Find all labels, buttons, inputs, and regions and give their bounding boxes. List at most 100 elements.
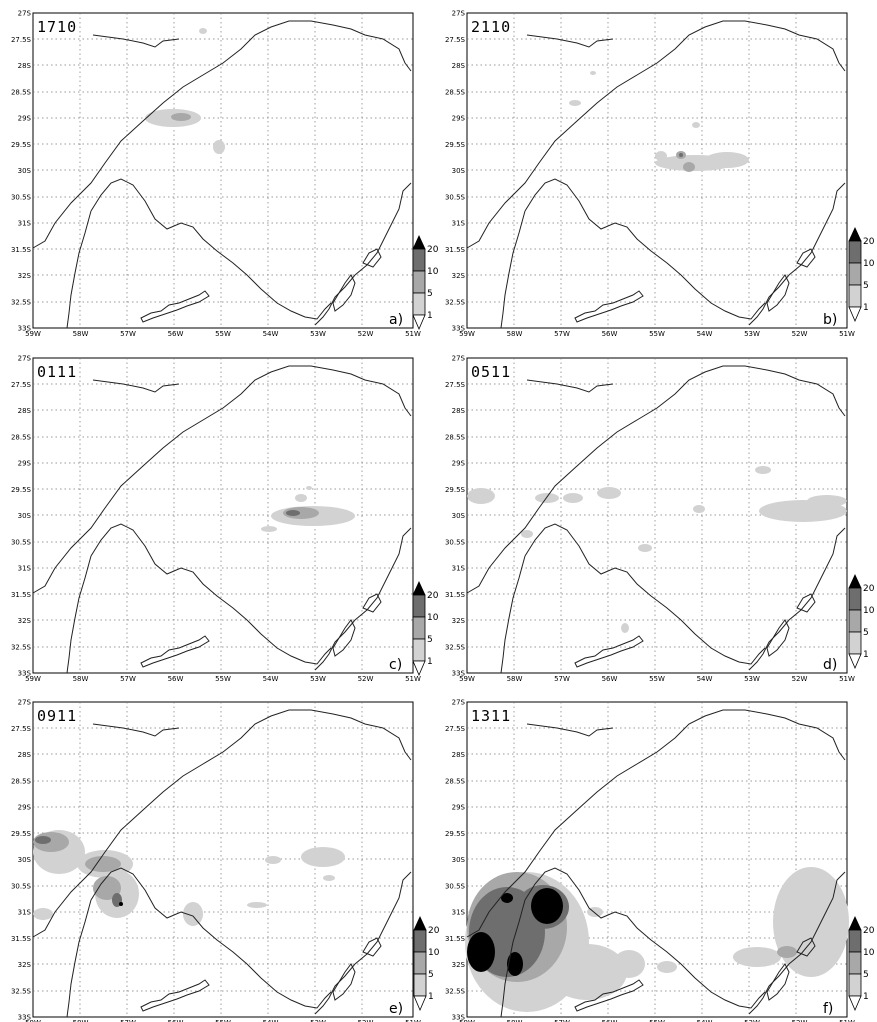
x-tick-label: 52W bbox=[792, 675, 808, 683]
precip-field bbox=[261, 486, 355, 532]
x-tick-label: 57W bbox=[120, 1019, 136, 1022]
legend: 20 10 5 1 bbox=[413, 916, 440, 1011]
legend-label-1: 1 bbox=[863, 992, 869, 1002]
panel-letter: f) bbox=[823, 1001, 833, 1017]
x-tick-label: 59W bbox=[459, 1019, 475, 1022]
x-tick-label: 56W bbox=[602, 675, 618, 683]
y-tick-label: 33S bbox=[18, 670, 32, 678]
legend: 20 10 5 1 bbox=[848, 574, 875, 669]
y-tick-label: 28S bbox=[18, 751, 32, 759]
legend-label-5: 5 bbox=[863, 970, 869, 980]
legend: 20 10 5 1 bbox=[848, 227, 875, 322]
y-tick-label: 32S bbox=[452, 617, 466, 625]
panel-e: 0911 e) 20 10 5 1 bbox=[32, 701, 440, 1018]
x-tick-label: 56W bbox=[602, 1019, 618, 1022]
x-tick-label: 53W bbox=[744, 675, 760, 683]
y-tick-label: 28.5S bbox=[445, 433, 466, 441]
x-tick-label: 52W bbox=[358, 330, 374, 338]
y-tick-label: 30.5S bbox=[11, 538, 32, 546]
y-tick-label: 29S bbox=[18, 804, 32, 812]
y-tick-label: 32.5S bbox=[11, 987, 32, 995]
y-tick-label: 32S bbox=[18, 961, 32, 969]
y-tick-label: 31.5S bbox=[445, 935, 466, 943]
y-tick-label: 28S bbox=[452, 407, 466, 415]
legend: 20 10 5 1 bbox=[412, 235, 439, 330]
y-tick-label: 27.5S bbox=[445, 381, 466, 389]
y-tick-label: 32.5S bbox=[445, 298, 466, 306]
y-tick-label: 27S bbox=[18, 355, 32, 363]
x-tick-label: 55W bbox=[215, 1019, 231, 1022]
panel-date: 0111 bbox=[37, 363, 77, 381]
y-tick-label: 30S bbox=[452, 167, 466, 175]
x-tick-label: 51W bbox=[405, 675, 421, 683]
legend-label-20: 20 bbox=[427, 591, 439, 601]
x-tick-label: 53W bbox=[310, 675, 326, 683]
y-tick-label: 28.5S bbox=[11, 433, 32, 441]
x-tick-label: 54W bbox=[697, 675, 713, 683]
legend-label-1: 1 bbox=[427, 311, 433, 321]
y-tick-label: 31.5S bbox=[11, 935, 32, 943]
legend-label-1: 1 bbox=[863, 303, 869, 313]
y-tick-label: 32.5S bbox=[445, 643, 466, 651]
y-tick-label: 29S bbox=[18, 460, 32, 468]
map-frame bbox=[466, 701, 848, 1018]
y-tick-label: 30S bbox=[18, 167, 32, 175]
y-tick-label: 31.5S bbox=[11, 246, 32, 254]
y-tick-label: 31S bbox=[18, 909, 32, 917]
y-tick-label: 29.5S bbox=[445, 486, 466, 494]
x-tick-label: 51W bbox=[839, 675, 855, 683]
x-tick-label: 52W bbox=[792, 1019, 808, 1022]
panel-a: 1710 a) 20 10 5 1 bbox=[32, 12, 439, 330]
y-tick-label: 27S bbox=[452, 355, 466, 363]
x-tick-label: 53W bbox=[310, 1019, 326, 1022]
panel-c: 0111 c) 20 10 5 1 bbox=[32, 357, 439, 676]
x-tick-label: 58W bbox=[507, 675, 523, 683]
y-tick-label: 30S bbox=[452, 512, 466, 520]
legend-label-10: 10 bbox=[427, 267, 439, 277]
map-frame bbox=[32, 12, 414, 329]
map-frame bbox=[466, 12, 848, 329]
y-tick-label: 29S bbox=[452, 804, 466, 812]
precip-field bbox=[467, 466, 847, 633]
x-tick-label: 59W bbox=[25, 675, 41, 683]
x-tick-label: 53W bbox=[744, 1019, 760, 1022]
legend-label-1: 1 bbox=[863, 650, 869, 660]
y-tick-label: 27.5S bbox=[11, 725, 32, 733]
legend-label-20: 20 bbox=[863, 926, 875, 936]
legend-label-10: 10 bbox=[863, 606, 875, 616]
y-tick-label: 28S bbox=[452, 751, 466, 759]
x-tick-label: 55W bbox=[215, 675, 231, 683]
x-tick-label: 51W bbox=[405, 330, 421, 338]
x-tick-label: 56W bbox=[602, 330, 618, 338]
x-tick-label: 59W bbox=[25, 1019, 41, 1022]
panel-letter: d) bbox=[823, 657, 837, 673]
x-tick-label: 57W bbox=[554, 1019, 570, 1022]
y-tick-label: 28.5S bbox=[445, 88, 466, 96]
map-frame bbox=[32, 357, 414, 674]
legend: 20 10 5 1 bbox=[848, 916, 875, 1011]
y-tick-label: 29.5S bbox=[445, 830, 466, 838]
x-tick-label: 57W bbox=[554, 330, 570, 338]
y-tick-label: 32.5S bbox=[11, 643, 32, 651]
x-tick-label: 54W bbox=[697, 330, 713, 338]
legend-label-5: 5 bbox=[427, 635, 433, 645]
y-tick-label: 28.5S bbox=[445, 777, 466, 785]
legend-label-20: 20 bbox=[863, 237, 875, 247]
x-tick-label: 56W bbox=[168, 1019, 184, 1022]
x-tick-label: 58W bbox=[73, 675, 89, 683]
legend-label-5: 5 bbox=[428, 970, 434, 980]
y-tick-label: 29S bbox=[18, 115, 32, 123]
x-tick-label: 52W bbox=[358, 675, 374, 683]
y-tick-label: 33S bbox=[18, 325, 32, 333]
y-tick-label: 28S bbox=[18, 62, 32, 70]
y-tick-label: 28S bbox=[452, 62, 466, 70]
x-tick-label: 54W bbox=[263, 1019, 279, 1022]
legend-label-20: 20 bbox=[428, 926, 440, 936]
y-tick-label: 31.5S bbox=[11, 591, 32, 599]
y-tick-label: 27S bbox=[18, 699, 32, 707]
map-frame bbox=[466, 357, 848, 674]
x-tick-label: 54W bbox=[263, 675, 279, 683]
x-tick-label: 58W bbox=[507, 330, 523, 338]
x-tick-label: 55W bbox=[649, 330, 665, 338]
